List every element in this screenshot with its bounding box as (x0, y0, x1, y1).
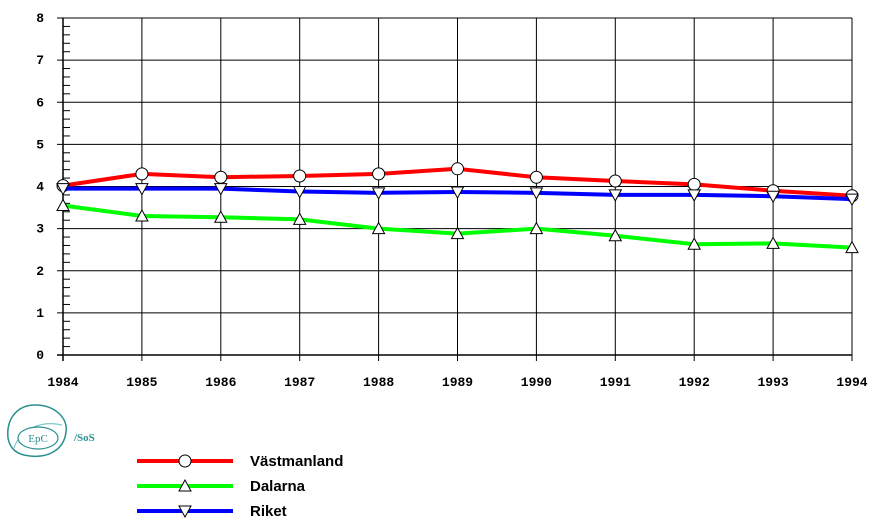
y-tick-label: 0 (36, 348, 44, 363)
data-point (687, 237, 702, 250)
x-tick-label: 1988 (363, 375, 394, 390)
data-point (371, 187, 386, 200)
data-point (766, 236, 780, 249)
logo-badge-icon (17, 426, 59, 450)
data-point (292, 186, 307, 199)
y-tick-label: 8 (36, 11, 44, 26)
data-point (135, 183, 149, 196)
data-point (135, 208, 149, 222)
x-tick-label: 1991 (600, 375, 631, 390)
y-tick-label: 3 (36, 222, 44, 237)
data-point (371, 221, 386, 235)
y-tick-label: 7 (36, 53, 44, 68)
logo-text: EpC (28, 433, 48, 445)
data-point (451, 162, 464, 176)
data-point (529, 221, 544, 235)
x-tick-label: 1992 (679, 375, 710, 390)
legend-item: Dalarna (137, 478, 306, 495)
legend-label: Riket (250, 503, 287, 518)
y-tick-label: 6 (36, 95, 44, 110)
data-point (56, 183, 70, 196)
x-tick-label: 1989 (442, 375, 473, 390)
data-point (687, 189, 702, 202)
data-point (292, 212, 307, 225)
data-point (293, 169, 307, 183)
x-tick-labels: 1984 1985 1986 1987 1988 1989 1990 1991 1992 1993… (47, 375, 867, 390)
data-point (529, 187, 544, 200)
data-point (372, 167, 386, 181)
x-tick-label: 1985 (126, 375, 157, 390)
data-point (845, 240, 859, 254)
data-point (450, 226, 465, 240)
data-point (178, 454, 192, 468)
data-point (213, 183, 228, 196)
legend-item: Västmanland (137, 453, 343, 470)
series-layer (56, 162, 859, 254)
y-tick-labels: 0 1 2 3 4 5 6 7 8 (36, 11, 44, 363)
legend: Västmanland Dalarna Riket (137, 453, 343, 518)
epc-logo: EpC /SoS (7, 404, 95, 458)
series-riket (56, 183, 859, 207)
logo-swoosh-icon (7, 404, 67, 458)
data-point (608, 189, 623, 202)
data-point (529, 170, 543, 184)
data-point (178, 505, 192, 518)
x-tick-label: 1986 (205, 375, 236, 390)
x-tick-label: 1994 (836, 375, 867, 390)
logo-suffix: /SoS (73, 432, 95, 444)
data-point (608, 174, 622, 188)
minor-ticks (63, 25, 70, 348)
data-point (687, 177, 701, 191)
data-point (135, 167, 149, 181)
data-point (178, 478, 192, 492)
legend-item: Riket (137, 503, 287, 518)
x-tick-label: 1993 (757, 375, 788, 390)
legend-label: Västmanland (250, 453, 343, 470)
data-point (214, 170, 228, 184)
data-point (766, 190, 780, 204)
legend-label: Dalarna (250, 478, 306, 495)
y-tick-label: 5 (36, 137, 44, 152)
x-tick-label: 1990 (521, 375, 552, 390)
data-point (450, 186, 465, 200)
x-tick-label: 1987 (284, 375, 315, 390)
y-tick-label: 1 (36, 306, 44, 321)
data-point (608, 228, 623, 242)
series-dalarna (56, 198, 859, 254)
data-point (56, 198, 70, 211)
data-point (213, 210, 228, 223)
y-tick-label: 2 (36, 264, 44, 279)
y-tick-label: 4 (36, 180, 44, 195)
x-tick-label: 1984 (47, 375, 78, 390)
data-point (845, 193, 859, 207)
